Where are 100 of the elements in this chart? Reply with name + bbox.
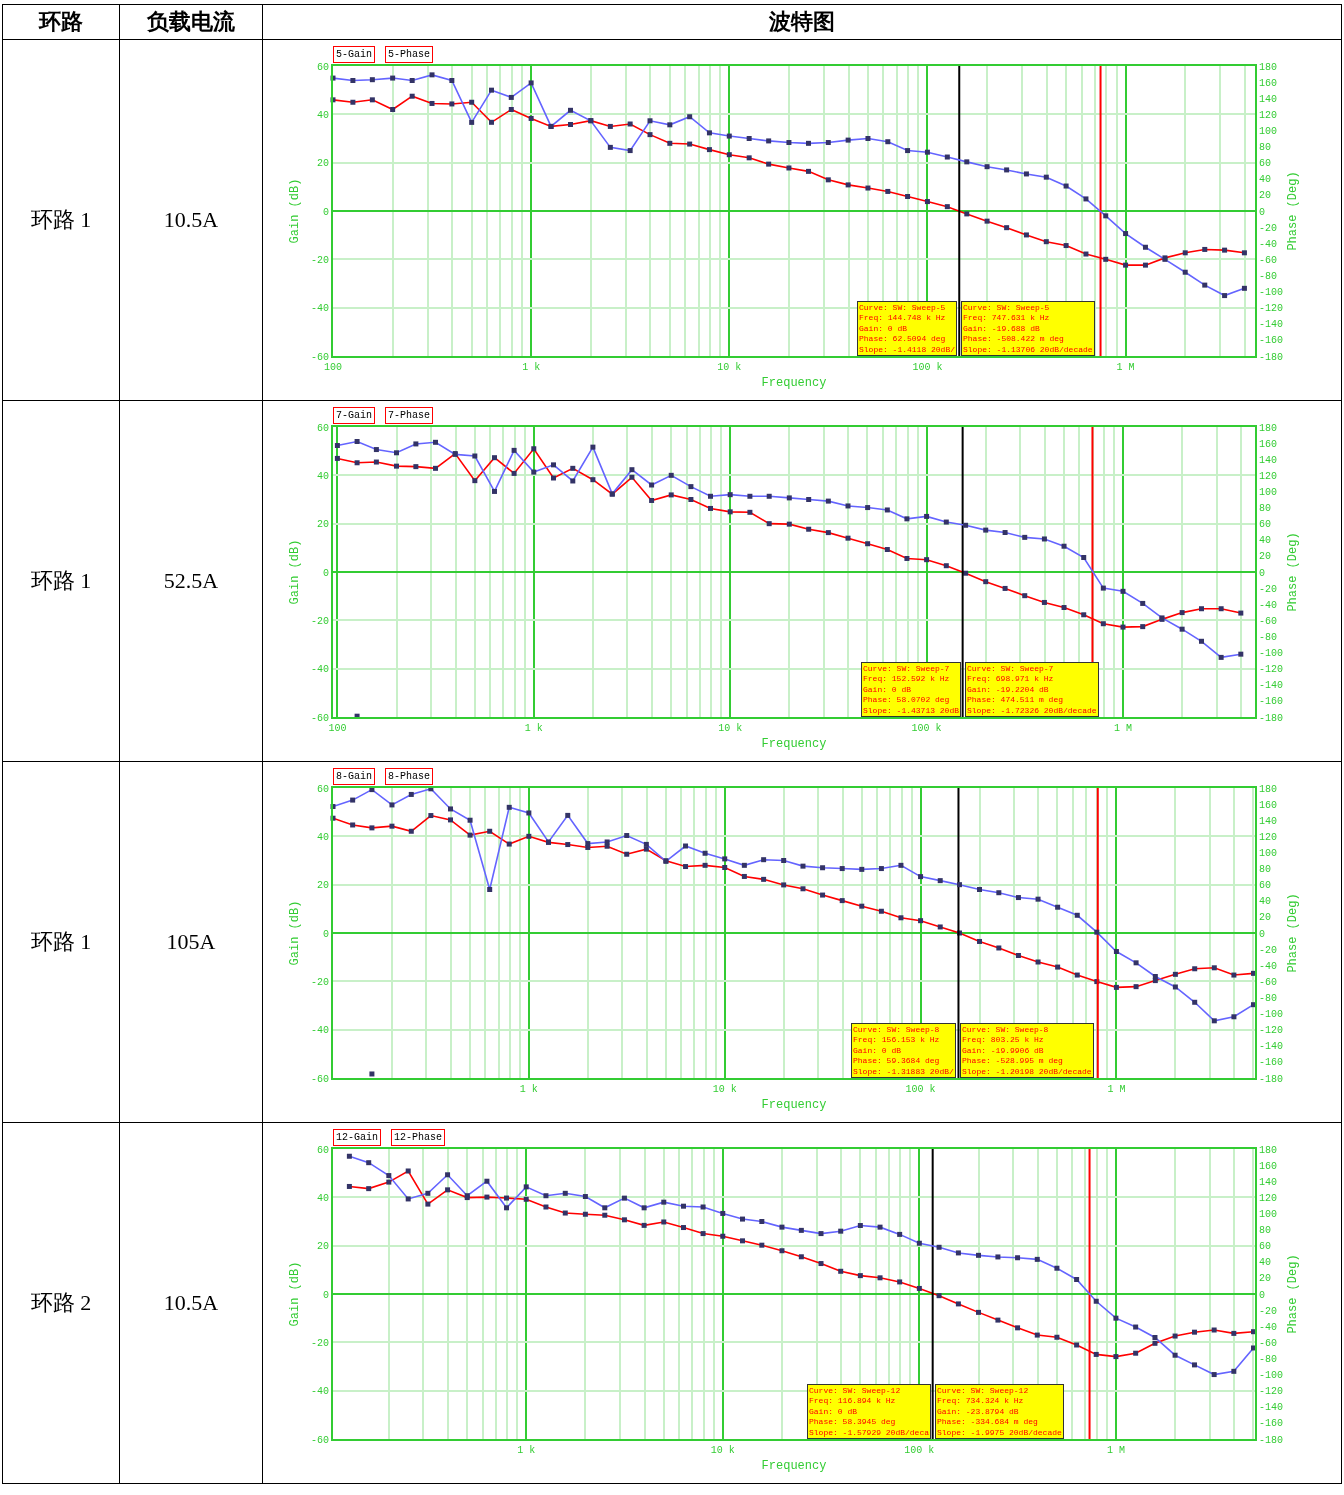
y2-tick-label: -120 (1259, 303, 1284, 315)
y2-tick-label: -60 (1259, 615, 1278, 627)
y-tick-label: -40 (310, 303, 329, 315)
y2-tick-label: -120 (1259, 1025, 1284, 1037)
y2-tick-label: 180 (1259, 1144, 1278, 1156)
y2-tick-label: 60 (1259, 519, 1272, 531)
y2-tick-label: 20 (1259, 1273, 1272, 1285)
x-tick-label: 100 k (904, 1445, 935, 1456)
text: 12-Phase (394, 1132, 443, 1143)
text: 12-Gain (336, 1132, 379, 1143)
y2-tick-label: 160 (1259, 438, 1278, 450)
x-tick-label: 100 k (905, 1084, 936, 1095)
y-tick-label: -60 (310, 351, 329, 363)
y-axis-title: Gain (dB) (288, 1261, 302, 1327)
y2-tick-label: -80 (1259, 992, 1278, 1004)
y-tick-label: -20 (310, 615, 329, 627)
y2-tick-label: 100 (1259, 847, 1278, 859)
y2-axis-title: Phase (Deg) (1286, 532, 1300, 612)
y2-tick-label: 0 (1259, 567, 1266, 579)
y2-tick-label: -140 (1259, 680, 1284, 692)
y-tick-label: 40 (316, 470, 329, 482)
y2-tick-label: 180 (1259, 61, 1278, 73)
y-tick-label: -40 (310, 1025, 329, 1037)
y2-tick-label: -20 (1259, 1305, 1278, 1317)
x-tick-label: 1 k (517, 1445, 536, 1456)
y-tick-label: 20 (316, 880, 329, 892)
y-tick-label: 0 (322, 1289, 329, 1301)
y2-tick-label: -80 (1259, 270, 1278, 282)
y2-tick-label: 100 (1259, 1208, 1278, 1220)
y-tick-label: -60 (310, 1073, 329, 1085)
annotation: Curve: SW: Sweep-12 Freq: 116.894 k Hz Gain: 0 dB Phase: 58.3945 deg Slope: -1.57929 20dB/deca (809, 1386, 930, 1437)
y2-tick-label: -160 (1259, 1057, 1284, 1069)
y-tick-label: 20 (316, 1241, 329, 1253)
x-tick-label: 10 k (712, 1084, 737, 1095)
x-axis-title: Frequency (761, 376, 827, 391)
y2-tick-label: 60 (1259, 158, 1272, 170)
y-axis-title: Gain (dB) (288, 539, 302, 605)
y2-tick-label: -60 (1259, 1337, 1278, 1349)
y2-tick-label: -140 (1259, 319, 1284, 331)
text: 负载电流 (119, 4, 263, 40)
y2-tick-label: 140 (1259, 1176, 1278, 1188)
y2-tick-label: 80 (1259, 142, 1272, 154)
text: 环路 1 (2, 39, 120, 401)
y2-tick-label: 80 (1259, 1225, 1272, 1237)
y-tick-label: -20 (310, 976, 329, 988)
y2-tick-label: 140 (1259, 815, 1278, 827)
y2-tick-label: -140 (1259, 1041, 1284, 1053)
y2-tick-label: -180 (1259, 351, 1284, 363)
y2-tick-label: 140 (1259, 454, 1278, 466)
y2-axis-title: Phase (Deg) (1286, 1254, 1300, 1334)
text: 5-Gain (336, 49, 373, 60)
y-tick-label: -60 (310, 1434, 329, 1446)
y2-tick-label: -100 (1259, 287, 1284, 299)
y-tick-label: 20 (316, 519, 329, 531)
y2-tick-label: 0 (1259, 1289, 1266, 1301)
y-tick-label: -40 (310, 664, 329, 676)
y2-tick-label: -180 (1259, 712, 1284, 724)
text: 10.5A (119, 39, 263, 401)
y-tick-label: 40 (316, 1192, 329, 1204)
y-tick-label: 60 (316, 422, 329, 434)
text: 环路 1 (2, 400, 120, 762)
x-tick-label: 1 M (1116, 362, 1135, 373)
y2-tick-label: -80 (1259, 631, 1278, 643)
annotation: Curve: SW: Sweep-5 Freq: 144.748 k Hz Gain: 0 dB Phase: 62.5094 deg Slope: -1.4118 20dB/ (859, 303, 956, 354)
y-tick-label: 0 (322, 206, 329, 218)
x-tick-label: 10 k (718, 723, 743, 734)
y2-tick-label: 160 (1259, 799, 1278, 811)
x-axis-title: Frequency (761, 1098, 827, 1113)
y2-tick-label: -60 (1259, 254, 1278, 266)
y-tick-label: -40 (310, 1386, 329, 1398)
y2-tick-label: -60 (1259, 976, 1278, 988)
y-tick-label: 20 (316, 158, 329, 170)
y-tick-label: 60 (316, 61, 329, 73)
y2-tick-label: -160 (1259, 335, 1284, 347)
y2-tick-label: 80 (1259, 864, 1272, 876)
series-label: 5-Phase (388, 49, 431, 60)
y-tick-label: -20 (310, 1337, 329, 1349)
x-tick-label: 1 M (1106, 1445, 1125, 1456)
y-tick-label: 60 (316, 783, 329, 795)
y2-tick-label: -40 (1259, 599, 1278, 611)
x-tick-label: 1 k (519, 1084, 538, 1095)
y2-tick-label: -100 (1259, 1009, 1284, 1021)
text: 105A (119, 761, 263, 1123)
series-label: 8-Phase (388, 771, 431, 782)
annotation: Curve: SW: Sweep-5 Freq: 747.631 k Hz Gain: -19.688 dB Phase: -508.422 m deg Slope: -1.13706 20dB/decade (963, 303, 1093, 354)
y2-tick-label: -140 (1259, 1402, 1284, 1414)
annotation: Curve: SW: Sweep-12 Freq: 734.324 k Hz Gain: -23.8794 dB Phase: -334.684 m deg Slope: -1.9975 20dB/decade (937, 1386, 1063, 1437)
x-tick-label: 1 k (522, 362, 541, 373)
y2-tick-label: -120 (1259, 664, 1284, 676)
y2-tick-label: 100 (1259, 125, 1278, 137)
x-tick-label: 100 k (912, 362, 943, 373)
y2-tick-label: 120 (1259, 831, 1278, 843)
x-tick-label: 100 (328, 723, 347, 734)
y2-tick-label: 20 (1259, 551, 1272, 563)
x-tick-label: 1 M (1113, 723, 1133, 734)
y2-tick-label: -180 (1259, 1434, 1284, 1446)
y-axis-title: Gain (dB) (288, 178, 302, 244)
annotation: Curve: SW: Sweep-8 Freq: 156.153 k Hz Gain: 0 dB Phase: 59.3684 deg Slope: -1.31883 20dB/ (853, 1025, 955, 1076)
y2-tick-label: -160 (1259, 1418, 1284, 1430)
y-tick-label: 0 (322, 567, 329, 579)
